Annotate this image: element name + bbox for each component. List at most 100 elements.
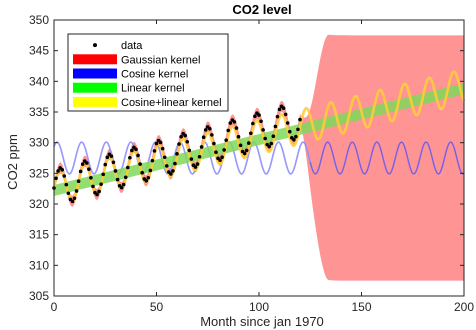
- data-point: [154, 141, 159, 146]
- data-point: [242, 151, 247, 156]
- data-point: [277, 107, 282, 112]
- data-point: [259, 119, 263, 124]
- data-point: [85, 161, 89, 165]
- legend-label-lin: Linear kernel: [121, 83, 185, 95]
- data-point: [234, 126, 239, 130]
- plot-area: [52, 34, 466, 281]
- data-point: [126, 165, 130, 170]
- axes: 0 50 100 150 200 305 310 315 320 325 330 335 340 345 3…: [29, 13, 474, 314]
- chart-title: CO2 level: [232, 2, 291, 17]
- data-point: [185, 139, 190, 144]
- data-point: [70, 199, 75, 204]
- data-point: [201, 135, 206, 140]
- data-point: [89, 175, 93, 180]
- legend-marker-gauss: [73, 54, 117, 65]
- data-point: [119, 185, 124, 190]
- legend-label-coslin: Cosine+linear kernel: [121, 97, 222, 109]
- data-point: [140, 170, 144, 175]
- data-point: [253, 114, 257, 119]
- legend-marker-data: [93, 43, 97, 48]
- data-point: [173, 161, 177, 166]
- data-point: [136, 153, 140, 158]
- data-point: [162, 155, 167, 160]
- data-point: [210, 133, 214, 137]
- data-point: [109, 154, 114, 158]
- data-point: [103, 162, 108, 167]
- data-point: [91, 184, 95, 189]
- cosine-kernel-line-forecast: [309, 141, 465, 175]
- data-point: [87, 167, 91, 171]
- legend-marker-coslin: [73, 96, 117, 107]
- x-tick-label: 0: [51, 300, 58, 314]
- data-point: [134, 147, 138, 152]
- legend: data Gaussian kernel Cosine kernel Linear k…: [67, 33, 229, 112]
- data-point: [285, 121, 290, 125]
- data-point: [187, 148, 192, 153]
- data-point: [64, 182, 69, 187]
- data-point: [195, 162, 200, 166]
- data-point: [294, 134, 298, 139]
- data-point: [115, 177, 120, 182]
- x-tick-label: 100: [249, 300, 269, 314]
- data-point: [78, 169, 83, 174]
- legend-marker-lin: [73, 82, 117, 93]
- y-tick-label: 310: [29, 258, 49, 272]
- y-axis-label: CO2 ppm: [5, 134, 20, 190]
- data-point: [95, 192, 99, 197]
- y-tick-label: 350: [29, 13, 49, 27]
- y-tick-label: 345: [29, 44, 49, 58]
- data-point: [183, 133, 187, 138]
- data-point: [160, 146, 165, 151]
- data-point: [152, 149, 157, 153]
- data-point: [123, 175, 128, 180]
- data-point: [76, 179, 81, 184]
- data-point: [244, 148, 249, 153]
- data-point: [144, 178, 149, 183]
- data-point: [269, 141, 274, 146]
- data-point: [138, 162, 142, 166]
- legend-marker-cos: [73, 68, 117, 79]
- data-point: [175, 152, 179, 156]
- data-point: [130, 148, 134, 153]
- legend-label-cos: Cosine kernel: [121, 69, 188, 81]
- data-point: [236, 134, 241, 139]
- data-point: [298, 117, 302, 122]
- data-point: [263, 136, 267, 141]
- data-point: [199, 145, 204, 149]
- data-point: [72, 196, 77, 201]
- data-point: [275, 114, 280, 119]
- data-point: [111, 160, 116, 165]
- data-point: [212, 141, 216, 146]
- data-point: [228, 121, 233, 125]
- data-point: [232, 120, 237, 124]
- data-point: [218, 158, 222, 163]
- data-point: [169, 172, 173, 176]
- data-point: [283, 112, 288, 117]
- data-point: [150, 158, 155, 163]
- data-point: [197, 154, 202, 159]
- data-point: [296, 127, 300, 132]
- data-point: [164, 164, 169, 168]
- data-point: [101, 172, 105, 177]
- data-point: [214, 150, 218, 154]
- data-point: [203, 128, 208, 132]
- data-point: [257, 113, 261, 117]
- data-point: [193, 165, 198, 169]
- x-tick-label: 150: [351, 300, 371, 314]
- data-point: [226, 128, 231, 133]
- y-tick-label: 325: [29, 166, 49, 180]
- data-point: [224, 138, 228, 142]
- gaussian-kernel-band: [54, 34, 464, 281]
- data-point: [121, 182, 126, 187]
- data-point: [267, 144, 272, 149]
- data-point: [177, 142, 181, 146]
- legend-label-data: data: [121, 40, 143, 52]
- data-point: [292, 137, 296, 142]
- data-point: [220, 155, 224, 160]
- data-point: [273, 124, 278, 129]
- data-point: [261, 128, 265, 132]
- data-point: [249, 131, 253, 136]
- data-point: [99, 182, 103, 186]
- data-point: [158, 140, 163, 145]
